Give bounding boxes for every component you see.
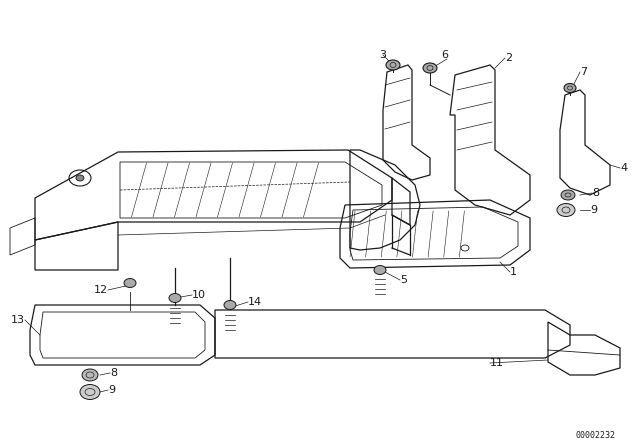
Ellipse shape	[423, 63, 437, 73]
Text: 12: 12	[94, 285, 108, 295]
Text: 3: 3	[380, 50, 387, 60]
Text: 9: 9	[590, 205, 597, 215]
Ellipse shape	[82, 369, 98, 381]
Text: 2: 2	[505, 53, 512, 63]
Text: 7: 7	[580, 67, 587, 77]
Ellipse shape	[80, 384, 100, 400]
Text: 11: 11	[490, 358, 504, 368]
Ellipse shape	[76, 175, 84, 181]
Text: 9: 9	[108, 385, 115, 395]
Text: 5: 5	[400, 275, 407, 285]
Text: 1: 1	[510, 267, 517, 277]
Ellipse shape	[124, 279, 136, 288]
Ellipse shape	[224, 301, 236, 310]
Text: 6: 6	[442, 50, 449, 60]
Ellipse shape	[169, 293, 181, 302]
Ellipse shape	[557, 203, 575, 216]
Text: 4: 4	[620, 163, 627, 173]
Text: 14: 14	[248, 297, 262, 307]
Text: 8: 8	[110, 368, 117, 378]
Ellipse shape	[564, 83, 576, 92]
Text: 10: 10	[192, 290, 206, 300]
Text: 8: 8	[592, 188, 599, 198]
Ellipse shape	[561, 190, 575, 200]
Text: 00002232: 00002232	[575, 431, 615, 440]
Ellipse shape	[374, 266, 386, 275]
Text: 13: 13	[11, 315, 25, 325]
Ellipse shape	[386, 60, 400, 70]
